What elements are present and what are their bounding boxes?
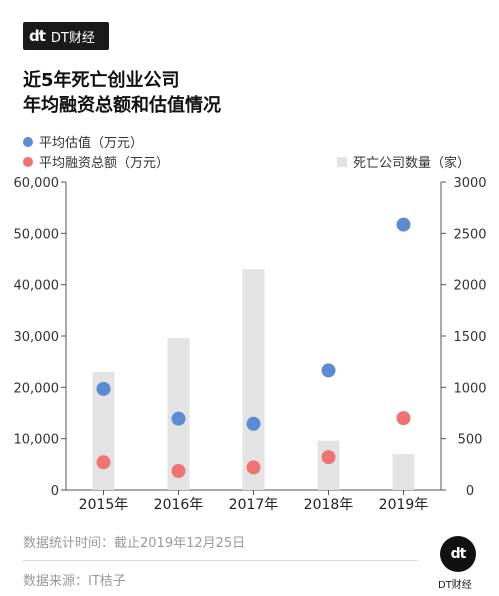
point-financing <box>396 411 411 426</box>
x-tick-label: 2019年 <box>379 497 429 513</box>
y-right-tick-label: 0 <box>466 484 474 499</box>
x-tick-label: 2016年 <box>154 497 204 513</box>
legend-deaths: 死亡公司数量（家） <box>337 152 470 171</box>
y-right-tick-label: 2500 <box>453 227 486 242</box>
chart-title: 近5年死亡创业公司 年均融资总额和估值情况 <box>23 68 221 118</box>
legend-valuation: 平均估值（万元） <box>23 132 143 151</box>
point-financing <box>246 460 261 475</box>
bar-deaths <box>317 440 340 490</box>
point-valuation <box>321 363 336 378</box>
brand-logo: dt DT财经 <box>23 22 109 50</box>
bar-deaths <box>392 454 415 490</box>
y-right-tick-label: 1000 <box>453 381 486 396</box>
y-left-tick-label: 20,000 <box>14 381 60 396</box>
title-line-1: 近5年死亡创业公司 <box>23 70 180 91</box>
point-financing <box>96 455 111 470</box>
brand-name: DT财经 <box>50 30 95 46</box>
legend-deaths-label: 死亡公司数量（家） <box>353 156 471 171</box>
y-left-tick-label: 60,000 <box>14 176 60 191</box>
legend-financing: 平均融资总额（万元） <box>23 152 169 171</box>
footer-divider <box>23 560 418 561</box>
y-right-tick-label: 500 <box>458 433 483 448</box>
legend-valuation-swatch <box>23 136 33 147</box>
point-financing <box>321 450 336 465</box>
point-valuation <box>171 411 186 426</box>
footer-logo-name: DT财经 <box>438 580 472 591</box>
point-valuation <box>246 416 261 431</box>
legend-valuation-label: 平均估值（万元） <box>39 136 144 151</box>
legend-financing-swatch <box>23 156 33 167</box>
y-left-tick-label: 10,000 <box>14 433 60 448</box>
legend-deaths-swatch <box>337 156 347 167</box>
y-right-tick-label: 2000 <box>453 279 486 294</box>
x-tick-label: 2017年 <box>229 497 279 513</box>
footer-source: 数据来源：IT桔子 <box>23 574 126 589</box>
y-right-tick-label: 1500 <box>453 330 486 345</box>
y-left-tick-label: 40,000 <box>14 279 60 294</box>
y-right-tick-label: 3000 <box>453 176 486 191</box>
footer-stat-time: 数据统计时间：截止2019年12月25日 <box>23 536 246 551</box>
y-left-tick-label: 50,000 <box>14 227 60 242</box>
title-line-2: 年均融资总额和估值情况 <box>23 95 221 116</box>
point-valuation <box>96 381 111 396</box>
x-tick-label: 2018年 <box>304 497 354 513</box>
y-left-tick-label: 30,000 <box>14 330 60 345</box>
brand-mark: dt <box>29 27 46 45</box>
point-valuation <box>396 217 411 232</box>
x-tick-label: 2015年 <box>79 497 129 513</box>
bar-deaths <box>242 269 265 490</box>
point-financing <box>171 464 186 479</box>
footer-logo-mark: dt <box>440 536 476 572</box>
legend-financing-label: 平均融资总额（万元） <box>39 156 170 171</box>
y-left-tick-label: 0 <box>51 484 59 499</box>
